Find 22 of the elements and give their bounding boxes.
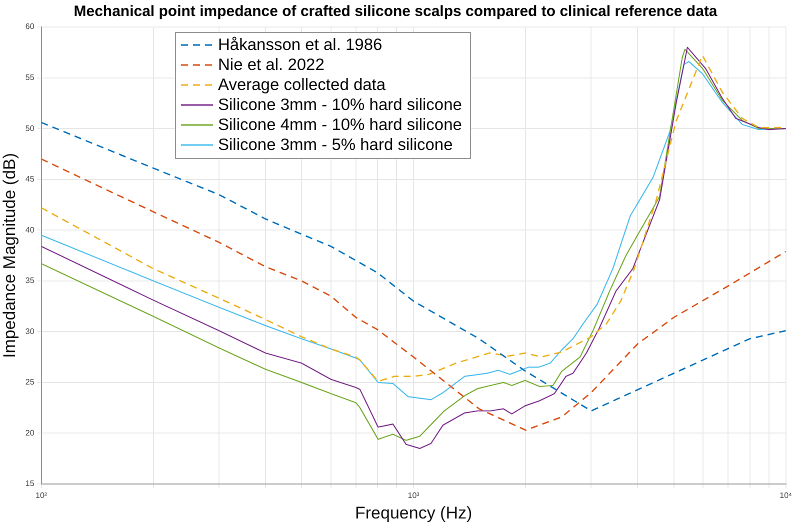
y-tick-label: 60	[25, 22, 35, 32]
y-tick-label: 15	[25, 479, 35, 488]
y-tick-label: 35	[25, 276, 35, 286]
y-axis-title: Impedance Magnitude (dB)	[0, 152, 19, 358]
y-tick-label: 50	[25, 124, 35, 133]
legend-label: Nie et al. 2022	[218, 55, 324, 75]
legend-label: Silicone 3mm - 5% hard silicone	[218, 135, 453, 155]
x-tick-label: 10²	[36, 491, 48, 500]
y-tick-label: 45	[25, 174, 35, 184]
x-tick-label: 10⁴	[780, 491, 793, 500]
legend-label: Average collected data	[218, 75, 386, 95]
x-tick-label: 10³	[408, 491, 420, 500]
y-tick-label: 40	[25, 225, 35, 234]
legend-label: Silicone 4mm - 10% hard silicone	[218, 115, 462, 135]
y-tick-label: 25	[25, 378, 35, 387]
x-axis-title: Frequency (Hz)	[354, 503, 472, 522]
y-tick-label: 30	[25, 326, 35, 336]
legend-label: Silicone 3mm - 10% hard silicone	[218, 95, 462, 115]
legend-label: Håkansson et al. 1986	[218, 35, 382, 55]
chart-title: Mechanical point impedance of crafted silicone scalps compared to clinical reference data	[74, 3, 718, 20]
y-tick-label: 20	[25, 428, 35, 438]
y-tick-label: 55	[25, 72, 35, 82]
